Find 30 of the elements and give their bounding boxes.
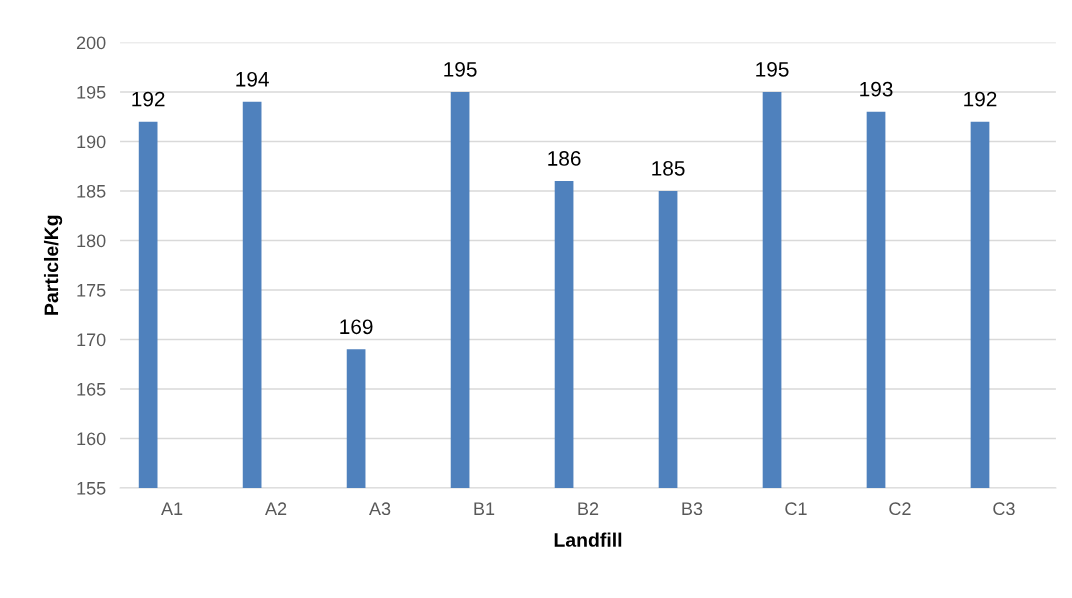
x-tick-label: A3: [369, 502, 391, 516]
x-tick-label: C1: [785, 502, 807, 516]
y-tick-label: 180: [77, 234, 106, 248]
x-tick-label: C2: [889, 502, 911, 516]
x-tick-label: A1: [161, 502, 183, 515]
y-tick-label: 195: [77, 85, 106, 99]
y-tick-label: 185: [77, 184, 106, 198]
data-label: 192: [964, 91, 997, 107]
y-tick-label: 200: [76, 36, 106, 50]
y-axis-title: Particle/Kg: [43, 215, 63, 315]
y-tick-label: 175: [77, 284, 106, 297]
x-tick-label: A2: [265, 502, 287, 515]
data-label: 195: [756, 61, 789, 77]
x-tick-label: B2: [578, 502, 599, 515]
data-label: 193: [860, 81, 893, 97]
y-tick-label: 165: [77, 382, 106, 396]
data-label: 194: [236, 71, 269, 87]
x-axis-title: Landfill: [554, 532, 622, 547]
data-label: 186: [548, 151, 581, 166]
y-tick-label: 170: [77, 333, 106, 347]
y-tick-label: 155: [77, 482, 106, 495]
data-label: 195: [444, 61, 477, 77]
x-tick-label: B3: [682, 502, 703, 516]
y-tick-label: 160: [77, 432, 106, 446]
x-tick-label: B1: [474, 502, 495, 515]
data-label: 192: [132, 91, 165, 107]
data-label: 185: [652, 160, 685, 176]
y-tick-label: 190: [77, 135, 106, 149]
data-label: 169: [340, 319, 373, 335]
x-tick-label: C3: [993, 502, 1015, 516]
